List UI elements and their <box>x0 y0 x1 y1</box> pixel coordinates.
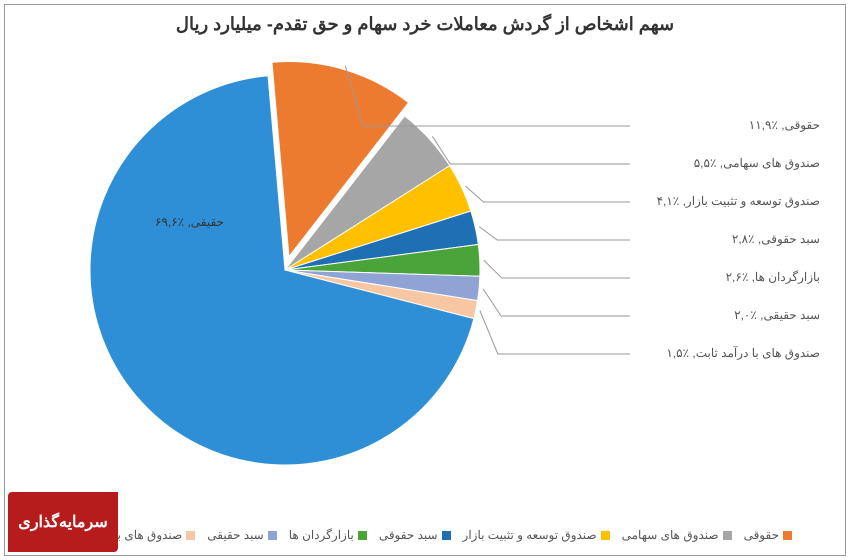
brand-logo: سرمایه‌گذاری <box>8 492 118 552</box>
slice-label: سبد حقیقی, ٪۲,۰ <box>630 308 820 322</box>
legend-label: صندوق های سهامی <box>622 528 719 542</box>
pie-svg <box>60 60 510 480</box>
chart-title: سهم اشخاص از گردش معاملات خرد سهام و حق … <box>0 14 850 35</box>
legend-label: حقوقی <box>744 528 779 542</box>
legend-item: سبد حقیقی <box>207 528 277 542</box>
legend-item: حقوقی <box>744 528 792 542</box>
legend-swatch <box>601 531 610 540</box>
legend-label: سبد حقیقی <box>207 528 264 542</box>
legend: حقوقی صندوق های سهامی صندوق توسعه و تثبیت … <box>0 528 850 542</box>
slice-label: بازارگردان ها, ٪۲,۶ <box>630 270 820 284</box>
legend-swatch <box>268 531 277 540</box>
legend-swatch <box>442 531 451 540</box>
legend-swatch <box>186 531 195 540</box>
pie-chart <box>60 60 510 480</box>
legend-item: صندوق توسعه و تثبیت بازار <box>463 528 610 542</box>
slice-label: صندوق های سهامی, ٪۵,۵ <box>630 156 820 170</box>
slice-label: حقوقی, ٪۱۱,۹ <box>630 118 820 132</box>
legend-item: صندوق های سهامی <box>622 528 732 542</box>
legend-swatch <box>723 531 732 540</box>
legend-item: سبد حقوقی <box>379 528 451 542</box>
slice-label: سبد حقوقی, ٪۲,۸ <box>630 232 820 246</box>
legend-label: سبد حقوقی <box>379 528 438 542</box>
slice-label: صندوق توسعه و تثبیت بازار, ٪۴,۱ <box>630 194 820 208</box>
legend-item: بازارگردان ها <box>289 528 367 542</box>
slice-labels: حقوقی, ٪۱۱,۹ صندوق های سهامی, ٪۵,۵ صندوق… <box>630 118 820 384</box>
legend-label: صندوق توسعه و تثبیت بازار <box>463 528 597 542</box>
legend-label: بازارگردان ها <box>289 528 354 542</box>
slice-label: صندوق های با درآمد ثابت, ٪۱,۵ <box>630 346 820 360</box>
legend-swatch <box>783 531 792 540</box>
legend-swatch <box>358 531 367 540</box>
main-slice-label: حقیقی, ٪۶۹,۶ <box>155 215 224 229</box>
